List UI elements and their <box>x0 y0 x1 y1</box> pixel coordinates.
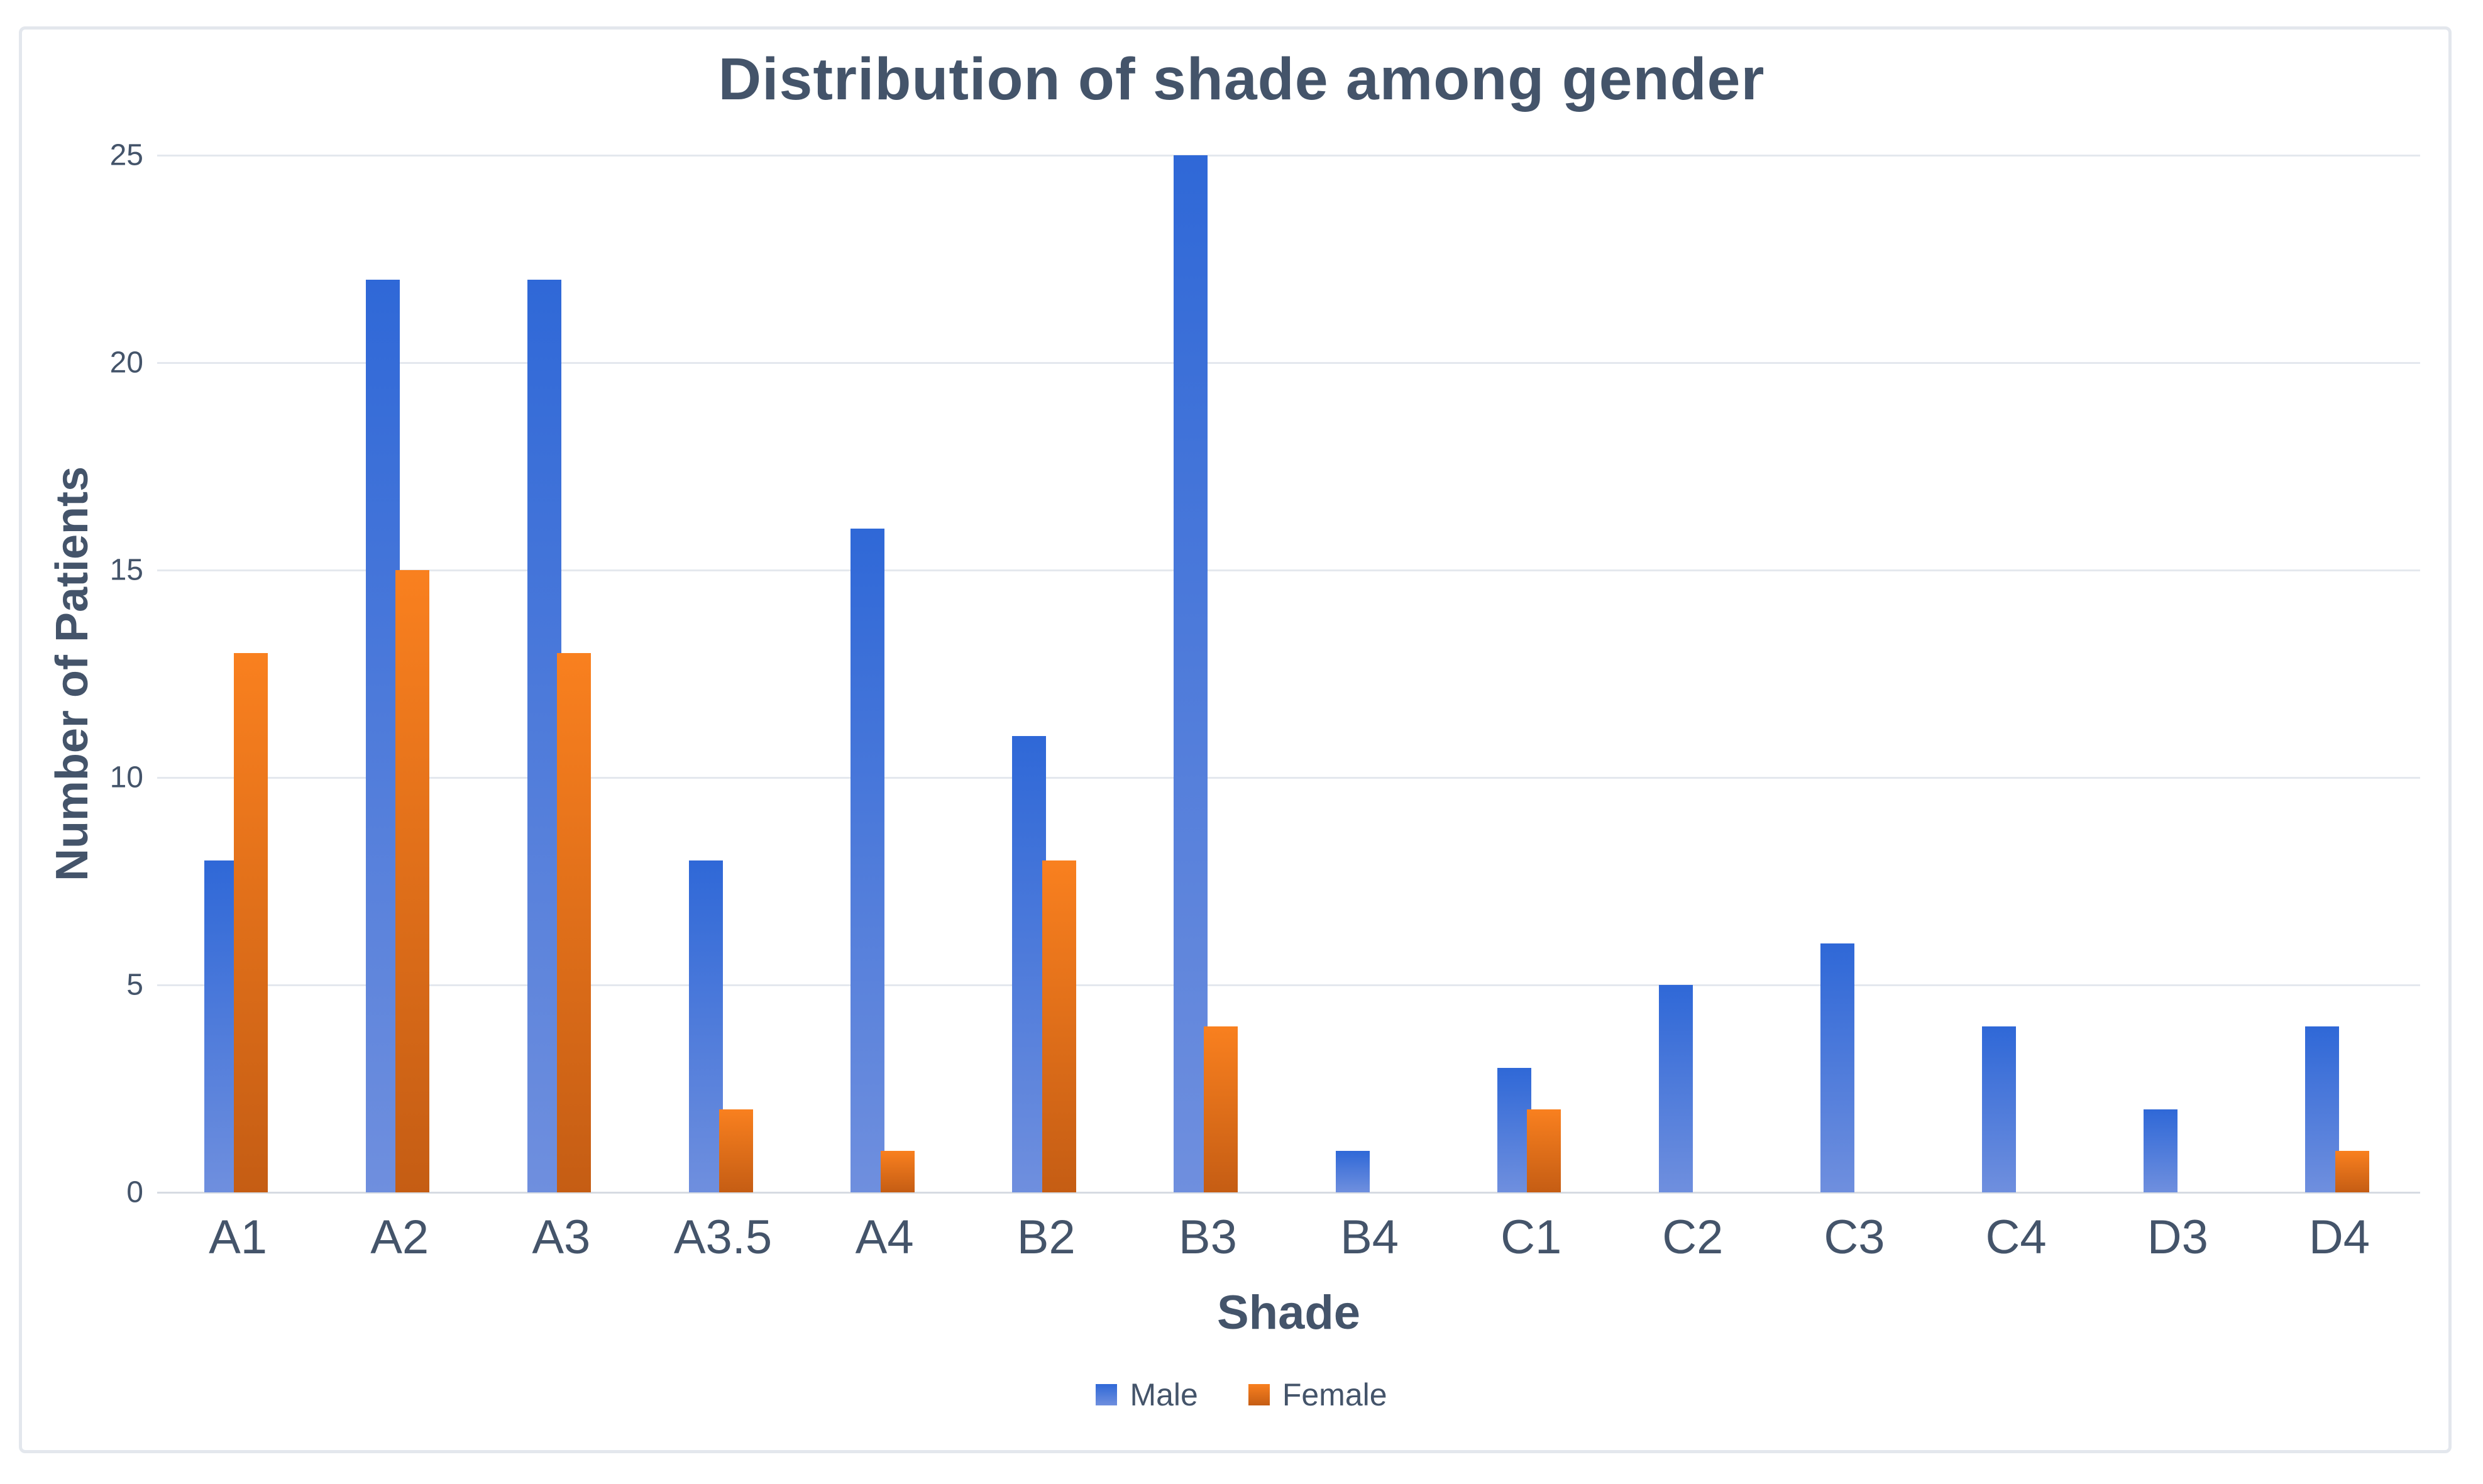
x-tick-label-C2: C2 <box>1662 1211 1724 1264</box>
bar-female-A3.5 <box>718 1109 753 1192</box>
gridline-y-0 <box>157 1192 2420 1194</box>
x-tick-label-B3: B3 <box>1178 1211 1237 1264</box>
legend-item-female: Female <box>1248 1377 1387 1413</box>
x-tick-label-B2: B2 <box>1016 1211 1076 1264</box>
bar-female-A3 <box>557 653 592 1192</box>
x-tick-label-A1: A1 <box>209 1211 268 1264</box>
bar-male-C4 <box>1982 1026 2017 1192</box>
bar-group-C2 <box>1612 155 1773 1192</box>
y-tick-label-25: 25 <box>109 138 143 172</box>
y-tick-label-20: 20 <box>109 346 143 380</box>
gridline-y-20 <box>157 362 2420 364</box>
bar-female-B2 <box>1042 860 1076 1192</box>
bar-group-B2 <box>966 155 1127 1192</box>
bar-female-A4 <box>880 1151 915 1192</box>
y-axis-tick-labels: 0 5 10 15 20 25 <box>0 139 143 1209</box>
y-tick-label-0: 0 <box>126 1175 143 1209</box>
gridline-y-10 <box>157 777 2420 779</box>
bar-female-D4 <box>2335 1151 2369 1192</box>
bar-male-C3 <box>1820 943 1854 1192</box>
bar-group-C3 <box>1773 155 1935 1192</box>
x-tick-label-A4: A4 <box>855 1211 914 1264</box>
bar-male-B3 <box>1174 155 1208 1192</box>
y-tick-label-15: 15 <box>109 553 143 587</box>
x-tick-label-D4: D4 <box>2308 1211 2370 1264</box>
bar-male-B4 <box>1335 1151 1370 1192</box>
bar-group-A3 <box>480 155 642 1192</box>
bar-group-C1 <box>1450 155 1612 1192</box>
y-tick-label-10: 10 <box>109 761 143 794</box>
bar-female-B3 <box>1203 1026 1238 1192</box>
bar-male-C1 <box>1497 1068 1531 1192</box>
chart-title: Distribution of shade among gender <box>718 46 1765 113</box>
bar-group-A4 <box>804 155 966 1192</box>
x-tick-label-A3: A3 <box>532 1211 591 1264</box>
bar-group-B4 <box>1289 155 1450 1192</box>
bar-male-A1 <box>204 860 238 1192</box>
bar-group-A2 <box>319 155 480 1192</box>
legend-label-female: Female <box>1282 1377 1387 1412</box>
bar-group-A1 <box>157 155 319 1192</box>
x-axis-tick-labels: A1 A2 A3 A3.5 A4 B2 B3 B4 C1 C2 C3 C4 D3 D4 <box>157 1210 2420 1279</box>
y-tick-label-5: 5 <box>126 968 143 1002</box>
chart-legend: Male Female <box>0 1377 2483 1413</box>
bar-group-D4 <box>2259 155 2420 1192</box>
bar-female-A1 <box>234 653 268 1192</box>
gridline-y-5 <box>157 984 2420 986</box>
gridline-y-25 <box>157 155 2420 157</box>
bar-male-D4 <box>2305 1026 2340 1192</box>
bar-male-B2 <box>1012 736 1047 1192</box>
legend-item-male: Male <box>1096 1377 1198 1413</box>
x-tick-label-C4: C4 <box>1985 1211 2047 1264</box>
bar-male-A3.5 <box>688 860 723 1192</box>
bar-male-A3 <box>527 280 561 1192</box>
x-axis-title: Shade <box>1216 1286 1361 1339</box>
x-tick-label-C3: C3 <box>1824 1211 1885 1264</box>
male-series-swatch-icon <box>1096 1384 1118 1405</box>
x-tick-label-A3.5: A3.5 <box>673 1211 773 1264</box>
plot-area <box>157 155 2420 1194</box>
bar-female-C1 <box>1527 1109 1561 1192</box>
x-tick-label-A2: A2 <box>370 1211 429 1264</box>
bar-male-A2 <box>365 280 400 1192</box>
bar-group-C4 <box>1935 155 2097 1192</box>
legend-label-male: Male <box>1130 1377 1198 1412</box>
bar-group-A3.5 <box>642 155 803 1192</box>
x-tick-label-D3: D3 <box>2147 1211 2208 1264</box>
x-tick-label-C1: C1 <box>1500 1211 1562 1264</box>
bar-male-D3 <box>2144 1109 2178 1192</box>
bar-female-A2 <box>395 570 430 1192</box>
bar-male-C2 <box>1658 985 1693 1192</box>
bar-male-A4 <box>851 529 885 1192</box>
female-series-swatch-icon <box>1248 1384 1270 1405</box>
x-tick-label-B4: B4 <box>1340 1211 1399 1264</box>
gridline-y-15 <box>157 569 2420 571</box>
bar-group-D3 <box>2097 155 2259 1192</box>
bar-group-B3 <box>1127 155 1289 1192</box>
